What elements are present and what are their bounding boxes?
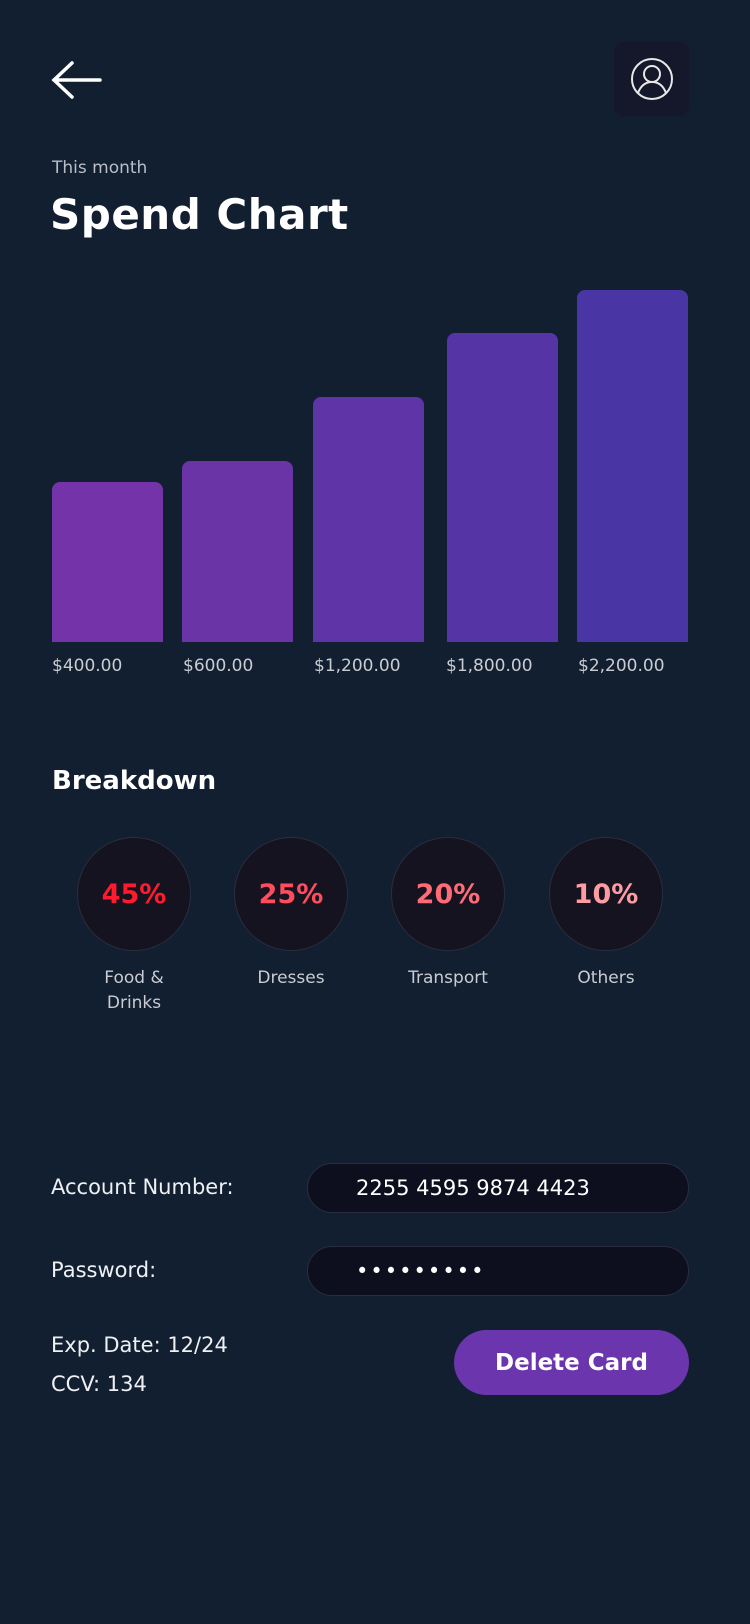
exp-date: Exp. Date: 12/24 bbox=[51, 1333, 228, 1357]
breakdown-circle-others[interactable]: 10% bbox=[549, 837, 663, 951]
page-title: Spend Chart bbox=[50, 190, 349, 239]
percent-value: 20% bbox=[415, 878, 481, 910]
ccv: CCV: 134 bbox=[51, 1372, 147, 1396]
user-circle-icon bbox=[630, 58, 673, 100]
bar-label: $2,200.00 bbox=[578, 656, 665, 676]
bar-4[interactable] bbox=[577, 290, 688, 642]
breakdown-label: Dresses bbox=[257, 968, 325, 988]
breakdown-title: Breakdown bbox=[52, 766, 217, 796]
profile-button[interactable] bbox=[614, 42, 689, 116]
bar-2[interactable] bbox=[313, 396, 424, 642]
period-label: This month bbox=[52, 158, 148, 178]
account-number-label: Account Number: bbox=[51, 1175, 234, 1199]
bar-3[interactable] bbox=[447, 332, 558, 642]
percent-value: 25% bbox=[258, 878, 324, 910]
account-number-field[interactable]: 2255 4595 9874 4423 bbox=[307, 1163, 689, 1213]
breakdown-circle-transport[interactable]: 20% bbox=[391, 837, 505, 951]
delete-card-button[interactable]: Delete Card bbox=[454, 1330, 689, 1395]
breakdown-label: Others bbox=[577, 968, 635, 988]
percent-value: 45% bbox=[101, 878, 167, 910]
bar-label: $600.00 bbox=[183, 656, 254, 676]
breakdown-circle-food[interactable]: 45% bbox=[77, 837, 191, 951]
breakdown-label: Transport bbox=[408, 968, 488, 988]
password-label: Password: bbox=[51, 1258, 157, 1282]
breakdown-circle-dresses[interactable]: 25% bbox=[234, 837, 348, 951]
bar-label: $1,800.00 bbox=[446, 656, 533, 676]
breakdown-label: Food & Drinks bbox=[104, 968, 164, 1013]
bar-label: $1,200.00 bbox=[314, 656, 401, 676]
bar-label: $400.00 bbox=[52, 656, 123, 676]
bar-1[interactable] bbox=[182, 460, 293, 642]
bar-0[interactable] bbox=[52, 482, 163, 642]
back-button[interactable] bbox=[50, 60, 104, 100]
password-field[interactable]: ••••••••• bbox=[307, 1246, 689, 1296]
percent-value: 10% bbox=[573, 878, 639, 910]
spend-bar-chart: $400.00 $600.00 $1,200.00 $1,800.00 $2,2… bbox=[0, 270, 750, 690]
arrow-left-icon bbox=[51, 61, 102, 99]
